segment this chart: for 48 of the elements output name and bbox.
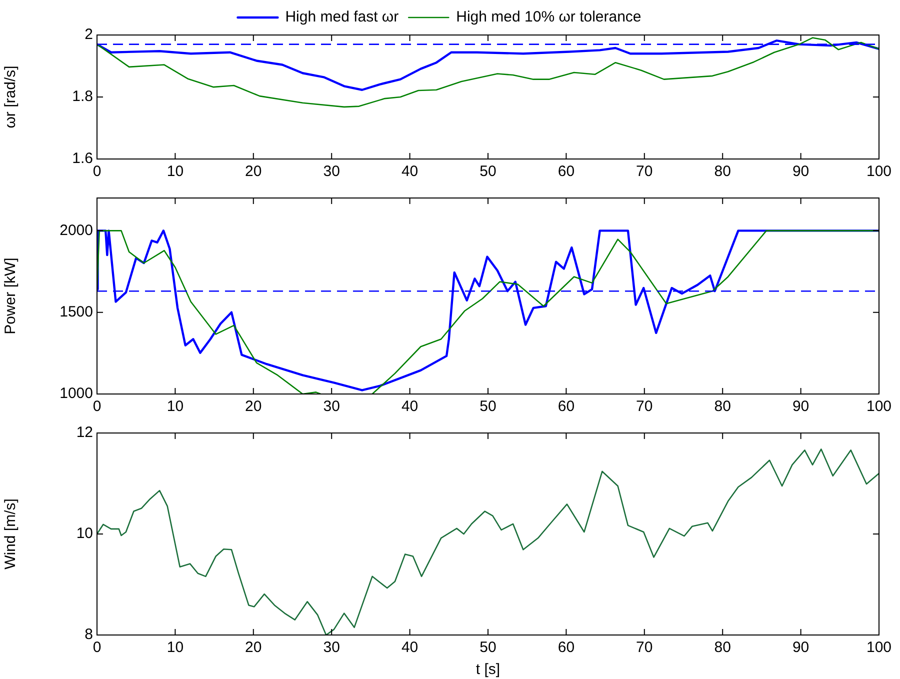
x-tick-label: 20 xyxy=(245,163,262,180)
x-tick-label: 80 xyxy=(714,398,731,416)
x-tick-label: 80 xyxy=(714,639,731,656)
x-tick-label: 70 xyxy=(636,639,653,656)
y-tick-label: 8 xyxy=(84,626,93,644)
x-tick-label: 100 xyxy=(866,398,892,416)
x-tick-label: 40 xyxy=(401,163,418,180)
y-tick-label: 2 xyxy=(84,26,93,44)
y-tick-label: 12 xyxy=(76,424,93,442)
y-tick-label: 1000 xyxy=(60,385,93,402)
x-tick-label: 0 xyxy=(92,639,102,656)
x-tick-label: 10 xyxy=(166,639,184,656)
y-tick-label: 2000 xyxy=(60,222,93,239)
x-tick-label: 50 xyxy=(480,639,496,656)
y-tick-label: 1500 xyxy=(60,303,93,320)
x-tick-label: 10 xyxy=(166,398,184,416)
x-tick-label: 20 xyxy=(245,398,262,416)
y-tick-label: 1.6 xyxy=(72,150,93,168)
y-tick-label: 10 xyxy=(76,525,93,542)
x-tick-label: 60 xyxy=(558,163,575,180)
x-tick-label: 30 xyxy=(323,163,340,180)
x-tick-label: 100 xyxy=(866,163,892,180)
x-tick-label: 20 xyxy=(245,639,262,656)
x-tick-label: 60 xyxy=(558,398,575,416)
y-tick-label: 1.8 xyxy=(72,88,93,106)
y-axis-title: Power [kW] xyxy=(2,258,20,334)
legend-label: High med 10% ωr tolerance xyxy=(456,8,642,26)
x-tick-label: 50 xyxy=(480,398,496,416)
x-tick-label: 40 xyxy=(401,398,418,416)
x-axis-title: t [s] xyxy=(476,661,500,678)
x-tick-label: 0 xyxy=(92,163,102,180)
x-tick-label: 30 xyxy=(323,398,340,416)
x-tick-label: 40 xyxy=(401,639,418,656)
x-tick-label: 70 xyxy=(636,163,653,180)
x-tick-label: 10 xyxy=(166,163,184,180)
y-axis-title: ωr [rad/s] xyxy=(2,66,20,128)
y-axis-title: Wind [m/s] xyxy=(2,498,20,570)
x-tick-label: 90 xyxy=(792,163,810,180)
x-tick-label: 30 xyxy=(323,639,340,656)
x-tick-label: 90 xyxy=(792,639,810,656)
x-tick-label: 90 xyxy=(792,398,810,416)
x-tick-label: 60 xyxy=(558,639,575,656)
x-tick-label: 50 xyxy=(480,163,496,180)
x-tick-label: 70 xyxy=(636,398,653,416)
x-tick-label: 100 xyxy=(866,639,892,656)
x-tick-label: 80 xyxy=(714,163,731,180)
legend-label: High med fast ωr xyxy=(285,8,399,26)
x-tick-label: 0 xyxy=(92,398,102,416)
